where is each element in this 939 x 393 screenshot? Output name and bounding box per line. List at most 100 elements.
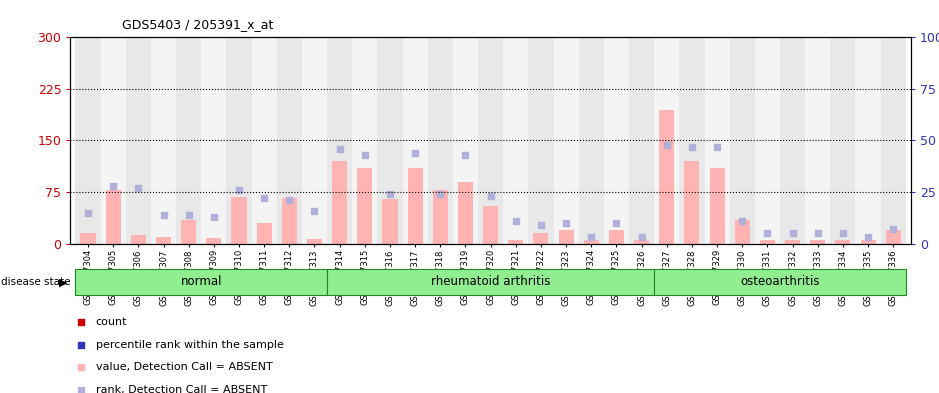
Bar [584, 240, 599, 244]
Point [760, 230, 775, 237]
Bar [780, 37, 805, 244]
Bar [181, 220, 196, 244]
Point [584, 234, 599, 241]
Bar [357, 168, 373, 244]
Point [458, 152, 473, 158]
Bar [559, 230, 574, 244]
Point [483, 193, 498, 199]
Point [659, 141, 674, 148]
Bar [608, 230, 624, 244]
Bar [830, 37, 855, 244]
Bar [382, 199, 397, 244]
Bar [201, 37, 226, 244]
Bar [578, 37, 604, 244]
Bar [252, 37, 277, 244]
Bar [805, 37, 830, 244]
Bar [710, 168, 725, 244]
Point [836, 230, 851, 237]
Bar [126, 37, 151, 244]
Point [131, 185, 146, 191]
Bar [885, 230, 901, 244]
Point [433, 191, 448, 197]
Bar [654, 37, 679, 244]
Bar [760, 240, 775, 244]
Text: normal: normal [180, 275, 222, 288]
Bar [553, 37, 578, 244]
Bar [131, 235, 146, 244]
Bar [503, 37, 529, 244]
Bar [282, 198, 297, 244]
Bar [860, 240, 875, 244]
Point [608, 220, 623, 226]
Bar [207, 238, 222, 244]
Bar [75, 37, 100, 244]
Bar [453, 37, 478, 244]
Text: count: count [96, 317, 127, 327]
Bar [408, 168, 423, 244]
Bar [659, 110, 674, 244]
Bar [836, 240, 851, 244]
Point [106, 183, 121, 189]
Bar [881, 37, 906, 244]
FancyBboxPatch shape [75, 269, 327, 295]
Point [508, 218, 523, 224]
Point [181, 211, 196, 218]
Bar [483, 206, 499, 244]
Bar [629, 37, 654, 244]
Bar [679, 37, 704, 244]
Point [73, 342, 88, 348]
Point [408, 150, 423, 156]
Bar [332, 161, 347, 244]
Point [358, 152, 373, 158]
Point [73, 364, 88, 370]
Text: ▶: ▶ [59, 277, 68, 287]
Bar [403, 37, 428, 244]
Point [332, 145, 347, 152]
Point [885, 226, 901, 232]
Bar [352, 37, 377, 244]
Bar [106, 190, 121, 244]
Text: osteoarthritis: osteoarthritis [740, 275, 820, 288]
Bar [855, 37, 881, 244]
Bar [433, 190, 448, 244]
Bar [177, 37, 201, 244]
Bar [327, 37, 352, 244]
Point [559, 220, 574, 226]
Text: rheumatoid arthritis: rheumatoid arthritis [431, 275, 550, 288]
Point [860, 234, 875, 241]
Point [73, 386, 88, 393]
Bar [704, 37, 730, 244]
Text: percentile rank within the sample: percentile rank within the sample [96, 340, 284, 350]
Point [533, 222, 548, 228]
Bar [156, 237, 171, 244]
Bar [685, 161, 700, 244]
Point [307, 208, 322, 214]
Point [382, 191, 397, 197]
Bar [478, 37, 503, 244]
Bar [785, 240, 800, 244]
FancyBboxPatch shape [327, 269, 654, 295]
Text: GDS5403 / 205391_x_at: GDS5403 / 205391_x_at [122, 18, 273, 31]
Point [710, 143, 725, 150]
FancyBboxPatch shape [654, 269, 906, 295]
Bar [377, 37, 403, 244]
Point [634, 234, 649, 241]
Point [81, 209, 96, 216]
Bar [533, 233, 548, 244]
Point [73, 319, 88, 325]
Bar [231, 197, 247, 244]
Point [256, 195, 271, 201]
Bar [755, 37, 780, 244]
Bar [307, 239, 322, 244]
Bar [277, 37, 302, 244]
Bar [604, 37, 629, 244]
Point [734, 218, 749, 224]
Bar [634, 240, 649, 244]
Text: rank, Detection Call = ABSENT: rank, Detection Call = ABSENT [96, 384, 267, 393]
Bar [256, 223, 271, 244]
Bar [100, 37, 126, 244]
Point [232, 187, 247, 193]
Bar [151, 37, 177, 244]
Bar [730, 37, 755, 244]
Bar [81, 233, 96, 244]
